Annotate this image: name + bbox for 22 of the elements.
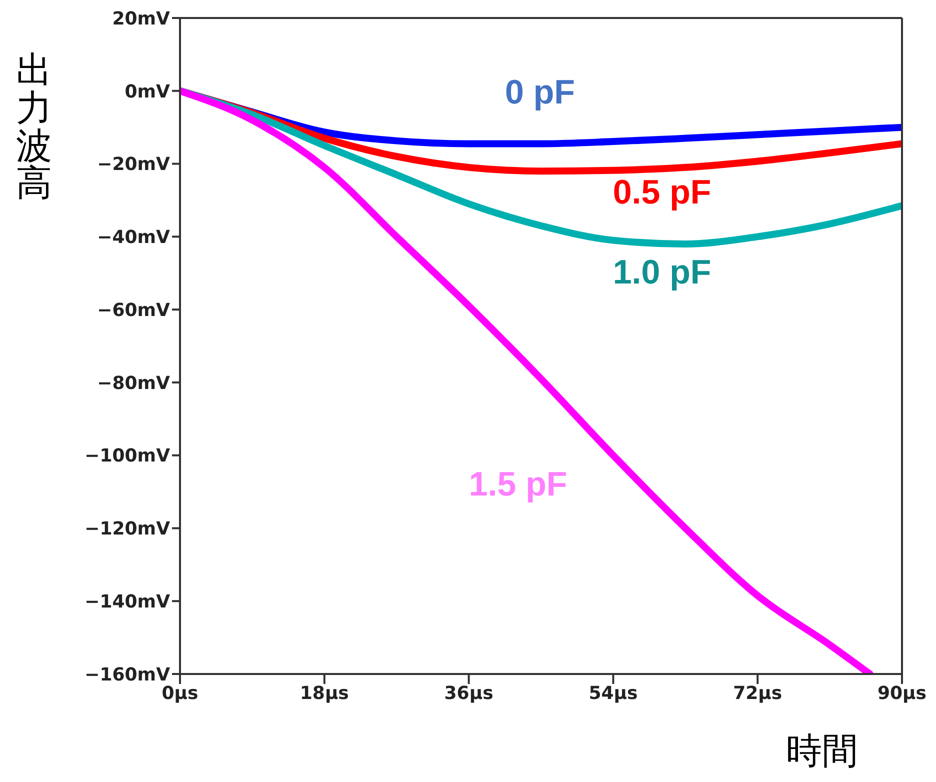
y-tick-label: 0mV [124,81,170,102]
y-tick-label: −60mV [97,300,170,321]
x-tick-label: 18µs [300,682,349,704]
y-tick-label: −140mV [84,592,170,612]
x-tick-label: 90µs [877,682,927,704]
y-tick-label: −40mV [97,227,170,248]
series-label: 0 pF [505,74,575,112]
x-tick-label: 36µs [444,682,494,704]
y-tick-label: −80mV [97,372,170,394]
x-axis-title: 時間 [786,731,858,772]
x-tick-label: 54µs [588,682,638,704]
y-tick-label: −20mV [97,154,170,176]
y-tick-label: −160mV [84,664,170,686]
series-label: 0.5 pF [612,174,712,212]
y-axis-title: 出力波高 [15,50,53,204]
x-tick-label: 0µs [162,682,198,704]
y-tick-label: −120mV [84,518,170,540]
series-label: 1.5 pF [468,466,568,504]
y-tick-label: 20mV [112,8,170,30]
x-tick-label: 72µs [733,682,782,704]
y-tick-label: −100mV [84,446,170,467]
series-label: 1.0 pF [612,254,712,292]
